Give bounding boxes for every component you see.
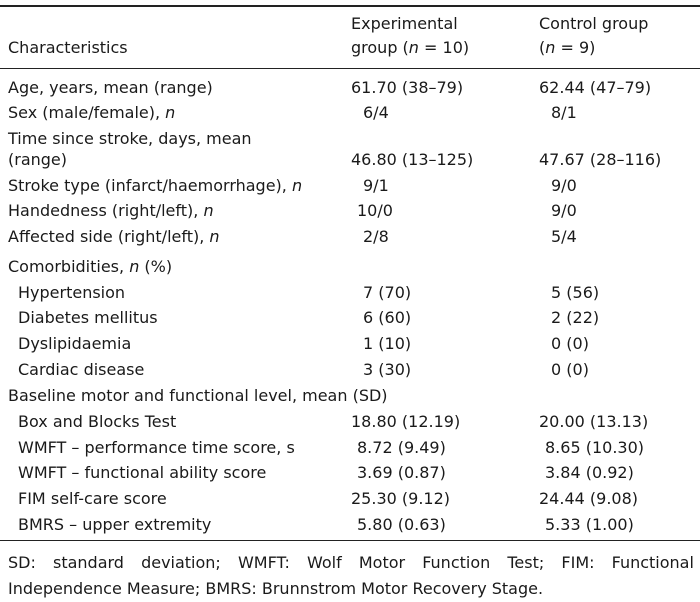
row-exp-bmrs: 5.80 (0.63): [357, 515, 446, 534]
row-ctrl-affected-side: 5/4: [551, 227, 577, 246]
row-ctrl-time-since-stroke: 47.67 (28–116): [539, 150, 662, 169]
row-ctrl-diabetes: 2 (22): [551, 308, 600, 327]
row-label-time-since-stroke-line2: (range): [8, 150, 68, 169]
row-ctrl-wmft-performance: 8.65 (10.30): [545, 438, 644, 457]
header-experimental-line2: group (n = 10): [351, 38, 470, 57]
footnote-line2: Independence Measure; BMRS: Brunnstrom M…: [8, 579, 544, 598]
section-baseline: Baseline motor and functional level, mea…: [8, 386, 388, 405]
row-exp-hypertension: 7 (70): [363, 283, 412, 302]
row-label-dyslipidaemia: Dyslipidaemia: [18, 334, 132, 353]
row-exp-wmft-performance: 8.72 (9.49): [357, 438, 446, 457]
row-exp-age: 61.70 (38–79): [351, 78, 464, 97]
row-exp-stroke-type: 9/1: [363, 176, 389, 195]
header-experimental-line1: Experimental: [351, 14, 458, 33]
section-comorbidities: Comorbidities, n (%): [8, 257, 173, 276]
row-label-cardiac-disease: Cardiac disease: [18, 360, 145, 379]
row-ctrl-age: 62.44 (47–79): [539, 78, 652, 97]
row-exp-fim: 25.30 (9.12): [351, 489, 450, 508]
row-label-bmrs: BMRS – upper extremity: [18, 515, 212, 534]
row-label-affected-side: Affected side (right/left), n: [8, 227, 220, 246]
row-ctrl-wmft-functional: 3.84 (0.92): [545, 463, 634, 482]
row-label-wmft-performance: WMFT – performance time score, s: [18, 438, 295, 457]
row-ctrl-bmrs: 5.33 (1.00): [545, 515, 634, 534]
row-exp-handedness: 10/0: [357, 201, 393, 220]
header-control-line1: Control group: [539, 14, 649, 33]
row-label-fim: FIM self-care score: [18, 489, 167, 508]
row-ctrl-dyslipidaemia: 0 (0): [551, 334, 589, 353]
row-ctrl-hypertension: 5 (56): [551, 283, 600, 302]
row-label-wmft-functional: WMFT – functional ability score: [18, 463, 267, 482]
row-exp-sex: 6/4: [363, 103, 389, 122]
row-label-box-blocks: Box and Blocks Test: [18, 412, 177, 431]
row-ctrl-stroke-type: 9/0: [551, 176, 577, 195]
header-bottom-rule: [0, 68, 700, 69]
row-exp-time-since-stroke: 46.80 (13–125): [351, 150, 474, 169]
table-footnote: SD: standard deviation; WMFT: Wolf Motor…: [8, 550, 694, 602]
row-exp-dyslipidaemia: 1 (10): [363, 334, 412, 353]
row-exp-diabetes: 6 (60): [363, 308, 412, 327]
row-label-handedness: Handedness (right/left), n: [8, 201, 214, 220]
row-ctrl-box-blocks: 20.00 (13.13): [539, 412, 649, 431]
table-bottom-rule: [0, 540, 700, 541]
row-ctrl-sex: 8/1: [551, 103, 577, 122]
row-exp-wmft-functional: 3.69 (0.87): [357, 463, 446, 482]
footnote-line1: SD: standard deviation; WMFT: Wolf Motor…: [8, 553, 694, 572]
row-label-age: Age, years, mean (range): [8, 78, 213, 97]
row-label-stroke-type: Stroke type (infarct/haemorrhage), n: [8, 176, 303, 195]
row-label-hypertension: Hypertension: [18, 283, 126, 302]
row-exp-affected-side: 2/8: [363, 227, 389, 246]
row-ctrl-fim: 24.44 (9.08): [539, 489, 638, 508]
row-label-time-since-stroke: Time since stroke, days, mean: [8, 129, 252, 148]
row-ctrl-cardiac-disease: 0 (0): [551, 360, 589, 379]
table-top-rule: [0, 5, 700, 7]
row-ctrl-handedness: 9/0: [551, 201, 577, 220]
row-label-sex: Sex (male/female), n: [8, 103, 176, 122]
header-characteristics: Characteristics: [8, 38, 128, 57]
header-control-line2: (n = 9): [539, 38, 596, 57]
row-exp-box-blocks: 18.80 (12.19): [351, 412, 461, 431]
row-label-diabetes: Diabetes mellitus: [18, 308, 158, 327]
row-exp-cardiac-disease: 3 (30): [363, 360, 412, 379]
